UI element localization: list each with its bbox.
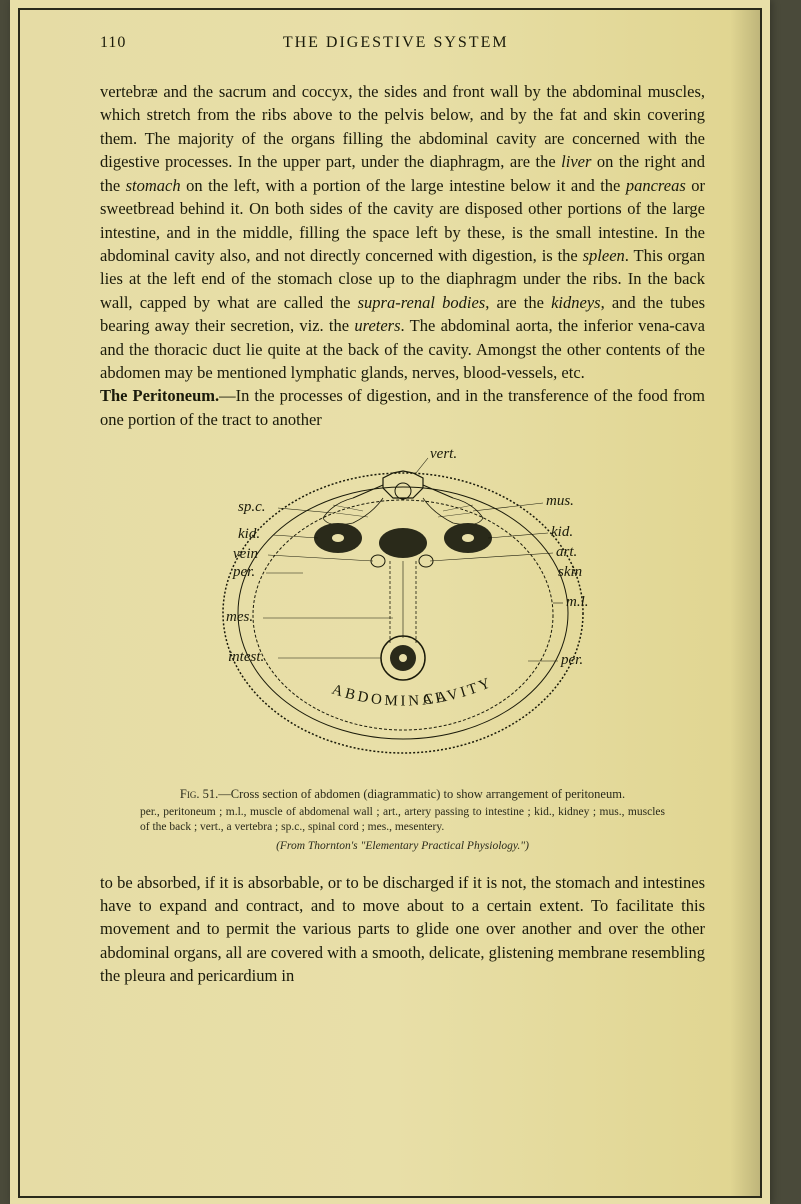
caption-line-2: per., peritoneum ; m.l., muscle of abdom… [140,805,665,835]
page-header: 110 THE DIGESTIVE SYSTEM [100,34,705,52]
body-text: vertebræ and the sacrum and coccyx, the … [100,80,705,431]
page-inner: 110 THE DIGESTIVE SYSTEM vertebræ and th… [18,8,762,1198]
label-ml: m.l. [566,594,589,610]
body-text-2: to be absorbed, if it is absorbable, or … [100,871,705,988]
page-outer: 110 THE DIGESTIVE SYSTEM vertebræ and th… [10,0,770,1204]
label-mus: mus. [546,493,574,509]
label-vert: vert. [430,446,457,462]
label-mes: mes. [226,609,253,625]
label-vein: vein [233,546,258,562]
paragraph-1: vertebræ and the sacrum and coccyx, the … [100,80,705,384]
paragraph-3: to be absorbed, if it is absorbable, or … [100,871,705,988]
label-skin: skin [558,564,582,580]
svg-text:CAVITY: CAVITY [422,675,495,709]
label-per-right: per. [560,652,583,668]
figure-51: ABDOMINAL CAVITY sp.c. kid. vein per. [100,443,705,854]
caption-line-1: Fig. 51.—Cross section of abdomen (diagr… [130,786,675,803]
paragraph-2: The Peritoneum.—In the processes of dige… [100,384,705,431]
label-intest: intest. [228,649,264,665]
label-per-left: per. [232,564,255,580]
label-kid-right: kid. [551,524,573,540]
abdomen-diagram: ABDOMINAL CAVITY sp.c. kid. vein per. [158,443,648,773]
page-content: 110 THE DIGESTIVE SYSTEM vertebræ and th… [20,10,760,1008]
chapter-title: THE DIGESTIVE SYSTEM [86,34,705,52]
figure-caption: Fig. 51.—Cross section of abdomen (diagr… [130,786,675,854]
label-kid-left: kid. [238,526,260,542]
spine-shadow [730,10,760,1196]
label-spc: sp.c. [238,499,266,515]
caption-line-3: (From Thornton's "Elementary Practical P… [130,839,675,855]
label-art: art. [556,544,577,560]
